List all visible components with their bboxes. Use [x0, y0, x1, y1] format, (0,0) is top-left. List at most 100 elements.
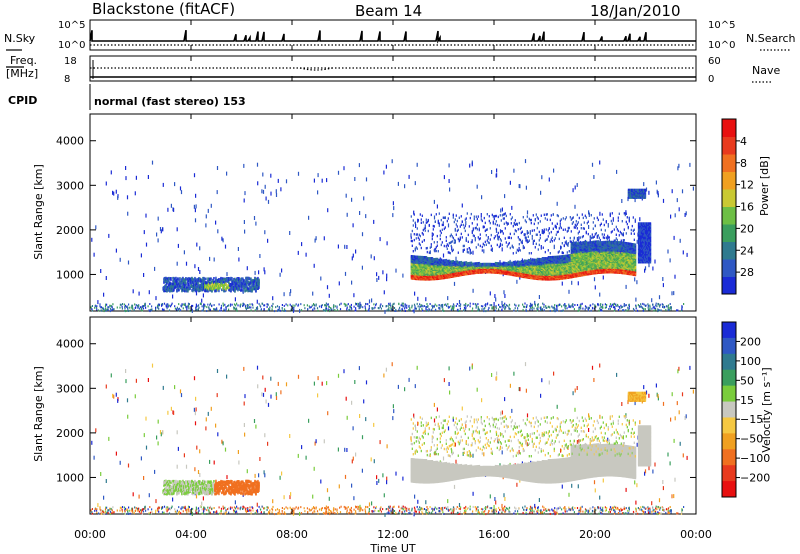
power-cell [488, 306, 490, 309]
power-cell [447, 217, 449, 220]
power-cell [188, 287, 190, 291]
power-cell [129, 309, 131, 312]
power-cell [416, 255, 419, 259]
power-cell [527, 240, 529, 243]
power-cell [647, 308, 650, 311]
power-cell [237, 285, 239, 289]
power-cell [472, 288, 474, 293]
power-cell [642, 309, 644, 312]
power-cell [657, 310, 659, 313]
power-cell [255, 307, 258, 309]
power-cell [441, 259, 444, 263]
power-cell [413, 303, 416, 306]
power-cell [448, 179, 450, 183]
power-cell [536, 307, 538, 310]
nsearch-right-tick-bottom: 10^0 [708, 40, 735, 51]
power-cell [545, 305, 547, 308]
power-cell [210, 285, 212, 288]
power-cell [440, 258, 443, 262]
power-cell [169, 277, 171, 280]
power-cell [470, 241, 472, 244]
power-cell [314, 307, 316, 310]
power-cell [580, 305, 582, 308]
power-cell [520, 260, 523, 263]
power-cell [460, 232, 462, 236]
power-cell [168, 279, 170, 283]
power-cell [246, 266, 248, 271]
power-cell [566, 307, 568, 310]
power-cell [253, 280, 255, 283]
power-cell [328, 306, 330, 308]
power-cell [602, 303, 604, 306]
power-cell [164, 289, 166, 293]
power-cell [574, 204, 576, 209]
power-cell [251, 303, 253, 306]
power-cell [233, 279, 235, 282]
power-cell [412, 255, 415, 258]
power-cell [656, 189, 658, 194]
power-cell [490, 262, 493, 266]
power-cell [211, 280, 213, 284]
power-cell [502, 306, 504, 309]
power-cell [358, 163, 360, 168]
power-cell [645, 187, 648, 192]
nave-tick-bottom: 0 [708, 74, 714, 85]
power-cell [491, 249, 493, 252]
power-cell [229, 304, 232, 307]
power-cell [238, 278, 240, 282]
power-cell [317, 173, 319, 178]
power-cell [220, 284, 222, 287]
power-cell [485, 228, 487, 232]
power-cell [577, 281, 579, 286]
power-cell [262, 189, 265, 194]
power-cell [164, 284, 166, 288]
power-cell [272, 302, 274, 305]
power-cell [94, 305, 96, 308]
power-cell [443, 259, 446, 262]
power-cell [351, 308, 353, 311]
power-cell [195, 308, 197, 311]
power-cell [99, 303, 101, 308]
power-cell [490, 244, 492, 248]
power-cell [239, 288, 241, 291]
power-cell [180, 304, 182, 307]
power-cell [560, 245, 562, 250]
power-cell [524, 159, 527, 164]
power-cell [465, 302, 467, 305]
power-cell [240, 289, 242, 292]
power-cell [517, 228, 519, 231]
power-cell [503, 222, 505, 225]
power-cell [128, 306, 130, 309]
power-cell [269, 308, 271, 311]
power-cell [455, 214, 457, 217]
power-cell [414, 305, 416, 310]
power-cell [545, 238, 547, 241]
power-cell [181, 278, 183, 282]
power-cell [363, 196, 365, 201]
power-cell [184, 304, 187, 307]
power-cell [251, 288, 253, 292]
power-cell [110, 170, 112, 175]
power-cell [201, 305, 203, 308]
power-cell [535, 242, 537, 246]
power-cell [478, 228, 480, 232]
power-cell [185, 261, 188, 266]
power-cell [204, 277, 206, 281]
power-cell [433, 225, 435, 228]
power-cell [256, 299, 258, 304]
power-cell [167, 280, 169, 284]
power-cell [657, 308, 659, 311]
power-cell [244, 229, 246, 234]
power-cell [255, 283, 257, 287]
power-cell [150, 308, 152, 311]
power-cell [507, 222, 509, 225]
power-cell [428, 257, 431, 260]
power-cell [320, 306, 323, 309]
power-cell [503, 290, 505, 295]
power-cell [585, 306, 587, 309]
power-cell [212, 284, 214, 288]
power-cell [499, 262, 502, 265]
power-cell [157, 304, 159, 307]
power-cell [471, 230, 473, 233]
power-cell [529, 308, 531, 311]
